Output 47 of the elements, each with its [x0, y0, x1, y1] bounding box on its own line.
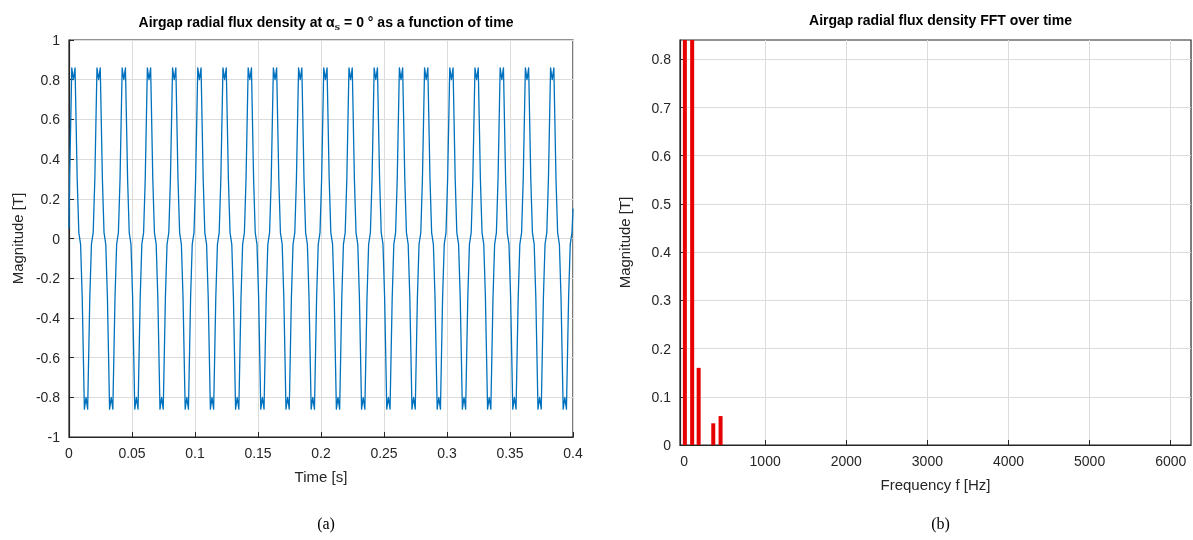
x-tick-label: 0.25	[370, 445, 398, 461]
y-tick-label: 0.1	[651, 388, 672, 405]
x-tick-label: 0.4	[563, 445, 583, 461]
y-tick-label: 0.5	[651, 195, 672, 212]
y-tick-label: 0.2	[40, 190, 61, 207]
x-tick-label: 0.15	[244, 445, 272, 461]
y-tick-label: 1	[52, 32, 61, 48]
bar	[711, 423, 716, 445]
y-tick-label: 0.4	[651, 244, 672, 261]
bar	[718, 416, 723, 445]
y-axis-title: Magnitude [T]	[616, 196, 633, 289]
x-tick-label: 1000	[749, 453, 781, 469]
x-tick-label: 0.3	[437, 445, 457, 461]
bar	[696, 367, 701, 445]
chart-title: Airgap radial flux density FFT over time	[809, 12, 1073, 28]
bar	[690, 40, 695, 445]
y-tick-label: 0.6	[40, 111, 61, 128]
y-tick-label: 0.2	[651, 340, 672, 357]
x-tick-label: 3000	[911, 453, 944, 469]
y-tick-label: -1	[47, 429, 61, 445]
x-tick-label: 6000	[1155, 453, 1187, 469]
x-tick-label: 0	[65, 445, 74, 461]
x-tick-label: 4000	[992, 453, 1025, 469]
x-tick-label: 0.05	[118, 445, 146, 461]
y-tick-label: -0.8	[35, 389, 61, 406]
line-series	[68, 67, 574, 410]
x-tick-label: 0.2	[311, 445, 331, 461]
x-tick-label: 0	[680, 453, 689, 469]
y-tick-label: 0.3	[651, 292, 672, 309]
y-tick-label: -0.2	[35, 270, 61, 287]
y-tick-label: 0.8	[651, 51, 672, 68]
text: (b)	[931, 514, 950, 533]
x-axis-title: Frequency f [Hz]	[880, 476, 991, 493]
y-tick-label: 0.4	[40, 151, 61, 168]
y-tick-label: -0.6	[35, 349, 61, 366]
x-axis-title: Time [s]	[294, 468, 348, 485]
y-tick-label: 0.7	[651, 99, 672, 116]
x-tick-label: 5000	[1074, 453, 1106, 469]
x-tick-label: 0.1	[185, 445, 205, 461]
x-tick-label: 0.35	[496, 445, 524, 461]
y-axis-title: Magnitude [T]	[8, 192, 26, 285]
y-tick-label: -0.4	[35, 309, 61, 326]
y-tick-label: 0.8	[40, 71, 61, 88]
y-tick-label: 0	[52, 230, 61, 247]
y-tick-label: 0.6	[651, 147, 672, 164]
text: (a)	[317, 514, 335, 533]
x-tick-label: 2000	[830, 453, 863, 469]
